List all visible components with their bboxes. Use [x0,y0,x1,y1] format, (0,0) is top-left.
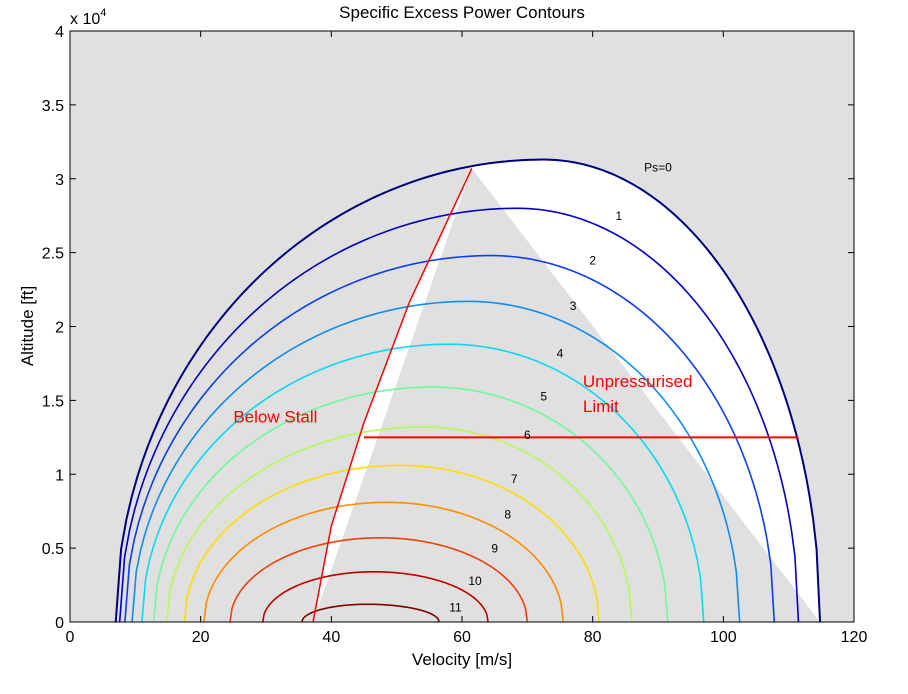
y-axis-label: Altitude [ft] [18,286,37,366]
contour-line-ps-1 [118,207,800,622]
x-tick-label: 40 [322,629,340,646]
contour-line-ps-4 [141,343,705,622]
contour-label-ps-1: 1 [615,209,622,223]
contour-line-ps-3 [131,300,741,622]
x-tick-label: 80 [584,629,602,646]
contour-line-ps-0 [114,158,822,622]
contour-labels: Ps=0 1 2 3 4 5 6 7 8 9 10 11 [449,160,672,614]
x-tick-label: 20 [192,629,210,646]
x-tick-label: 0 [66,629,75,646]
contour-label-ps-10: 10 [468,574,482,588]
x-tick-label: 60 [453,629,471,646]
y-tick-label: 4 [55,24,64,41]
x-tick-label: 120 [841,629,868,646]
contour-label-ps-7: 7 [511,472,518,486]
contour-label-ps-9: 9 [491,542,498,556]
y-axis-ticks: 0 0.5 1 1.5 2 2.5 3 3.5 4 [42,24,854,632]
y-tick-label: 3.5 [42,98,64,115]
y-tick-label: 1.5 [42,393,64,410]
x-axis-label: Velocity [m/s] [412,650,512,669]
contour-label-ps-8: 8 [504,508,511,522]
limit-lines [312,168,799,622]
feasible-region [313,159,821,622]
contour-line-ps-2 [124,254,776,622]
contour-line-ps-10 [261,570,489,622]
y-tick-label: 0 [55,615,64,632]
contour-label-ps-4: 4 [557,347,564,361]
y-tick-label: 2.5 [42,246,64,263]
contour-line-ps-7 [183,464,600,622]
chart-title: Specific Excess Power Contours [339,3,585,22]
contour-lines [114,158,822,622]
contour-label-ps-2: 2 [589,253,596,267]
x-axis-ticks: 0 20 40 60 80 100 120 [66,31,868,646]
contour-line-ps-8 [203,501,565,622]
contour-label-ps-11: 11 [449,601,462,615]
annotation-below-stall: Below Stall [233,408,317,427]
contour-line-ps-9 [229,536,529,622]
stall-line [312,168,473,622]
contour-line-ps-11 [301,603,440,622]
contour-label-ps-6: 6 [524,428,531,442]
contour-label-ps-3: 3 [570,299,577,313]
y-tick-label: 0.5 [42,541,64,558]
y-tick-label: 3 [55,172,64,189]
y-tick-label: 2 [55,320,64,337]
contour-line-ps-6 [165,426,633,622]
annotation-limit: Limit [583,397,619,416]
x-tick-label: 100 [710,629,737,646]
contour-line-ps-5 [152,386,669,622]
y-tick-label: 1 [55,467,64,484]
annotation-unpressurised: Unpressurised [583,372,693,391]
annotations: Below Stall Unpressurised Limit [233,372,692,426]
contour-label-ps-5: 5 [540,389,547,403]
y-multiplier: x 104 [70,7,106,28]
contour-label-ps-0: Ps=0 [644,160,672,174]
